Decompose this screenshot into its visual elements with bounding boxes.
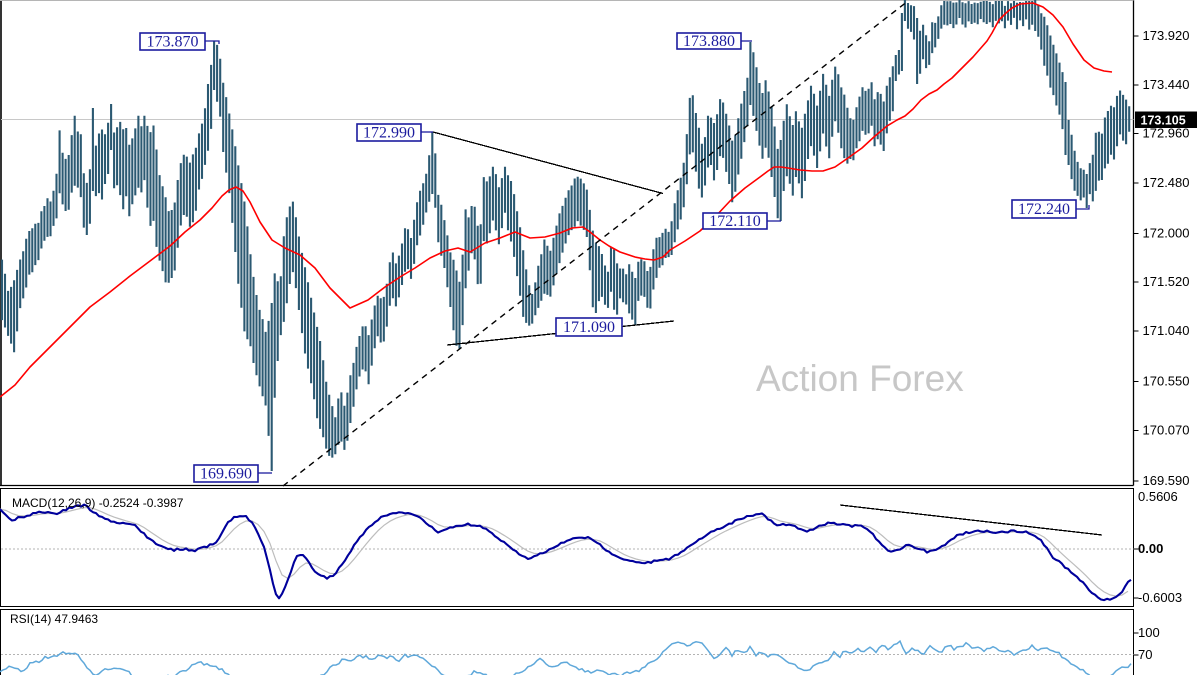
svg-text:Action Forex: Action Forex: [756, 358, 964, 399]
svg-text:MACD(12,26,9) -0.2524 -0.3987: MACD(12,26,9) -0.2524 -0.3987: [12, 496, 184, 510]
svg-text:100: 100: [1138, 625, 1160, 640]
svg-text:172.110: 172.110: [709, 213, 760, 230]
svg-text:170.550: 170.550: [1143, 374, 1190, 389]
svg-text:-0.6003: -0.6003: [1138, 590, 1182, 605]
svg-text:173.440: 173.440: [1143, 77, 1190, 92]
svg-text:173.105: 173.105: [1141, 114, 1186, 128]
svg-text:171.090: 171.090: [563, 319, 615, 336]
svg-text:172.990: 172.990: [363, 125, 415, 142]
svg-text:169.690: 169.690: [200, 466, 252, 483]
svg-text:173.880: 173.880: [683, 33, 735, 50]
svg-text:169.590: 169.590: [1143, 473, 1190, 488]
svg-text:0.5606: 0.5606: [1138, 489, 1178, 504]
svg-text:RSI(14) 47.9463: RSI(14) 47.9463: [10, 612, 98, 626]
svg-text:172.240: 172.240: [1018, 201, 1070, 218]
svg-text:171.520: 171.520: [1143, 274, 1190, 289]
svg-text:170.070: 170.070: [1143, 423, 1190, 438]
svg-text:172.000: 172.000: [1143, 226, 1190, 241]
svg-text:171.040: 171.040: [1143, 323, 1190, 338]
svg-text:173.920: 173.920: [1143, 28, 1190, 43]
svg-text:172.960: 172.960: [1143, 126, 1190, 141]
svg-text:70: 70: [1138, 647, 1152, 662]
svg-text:173.870: 173.870: [147, 34, 199, 51]
svg-text:0.00: 0.00: [1138, 541, 1163, 556]
svg-text:172.480: 172.480: [1143, 175, 1190, 190]
